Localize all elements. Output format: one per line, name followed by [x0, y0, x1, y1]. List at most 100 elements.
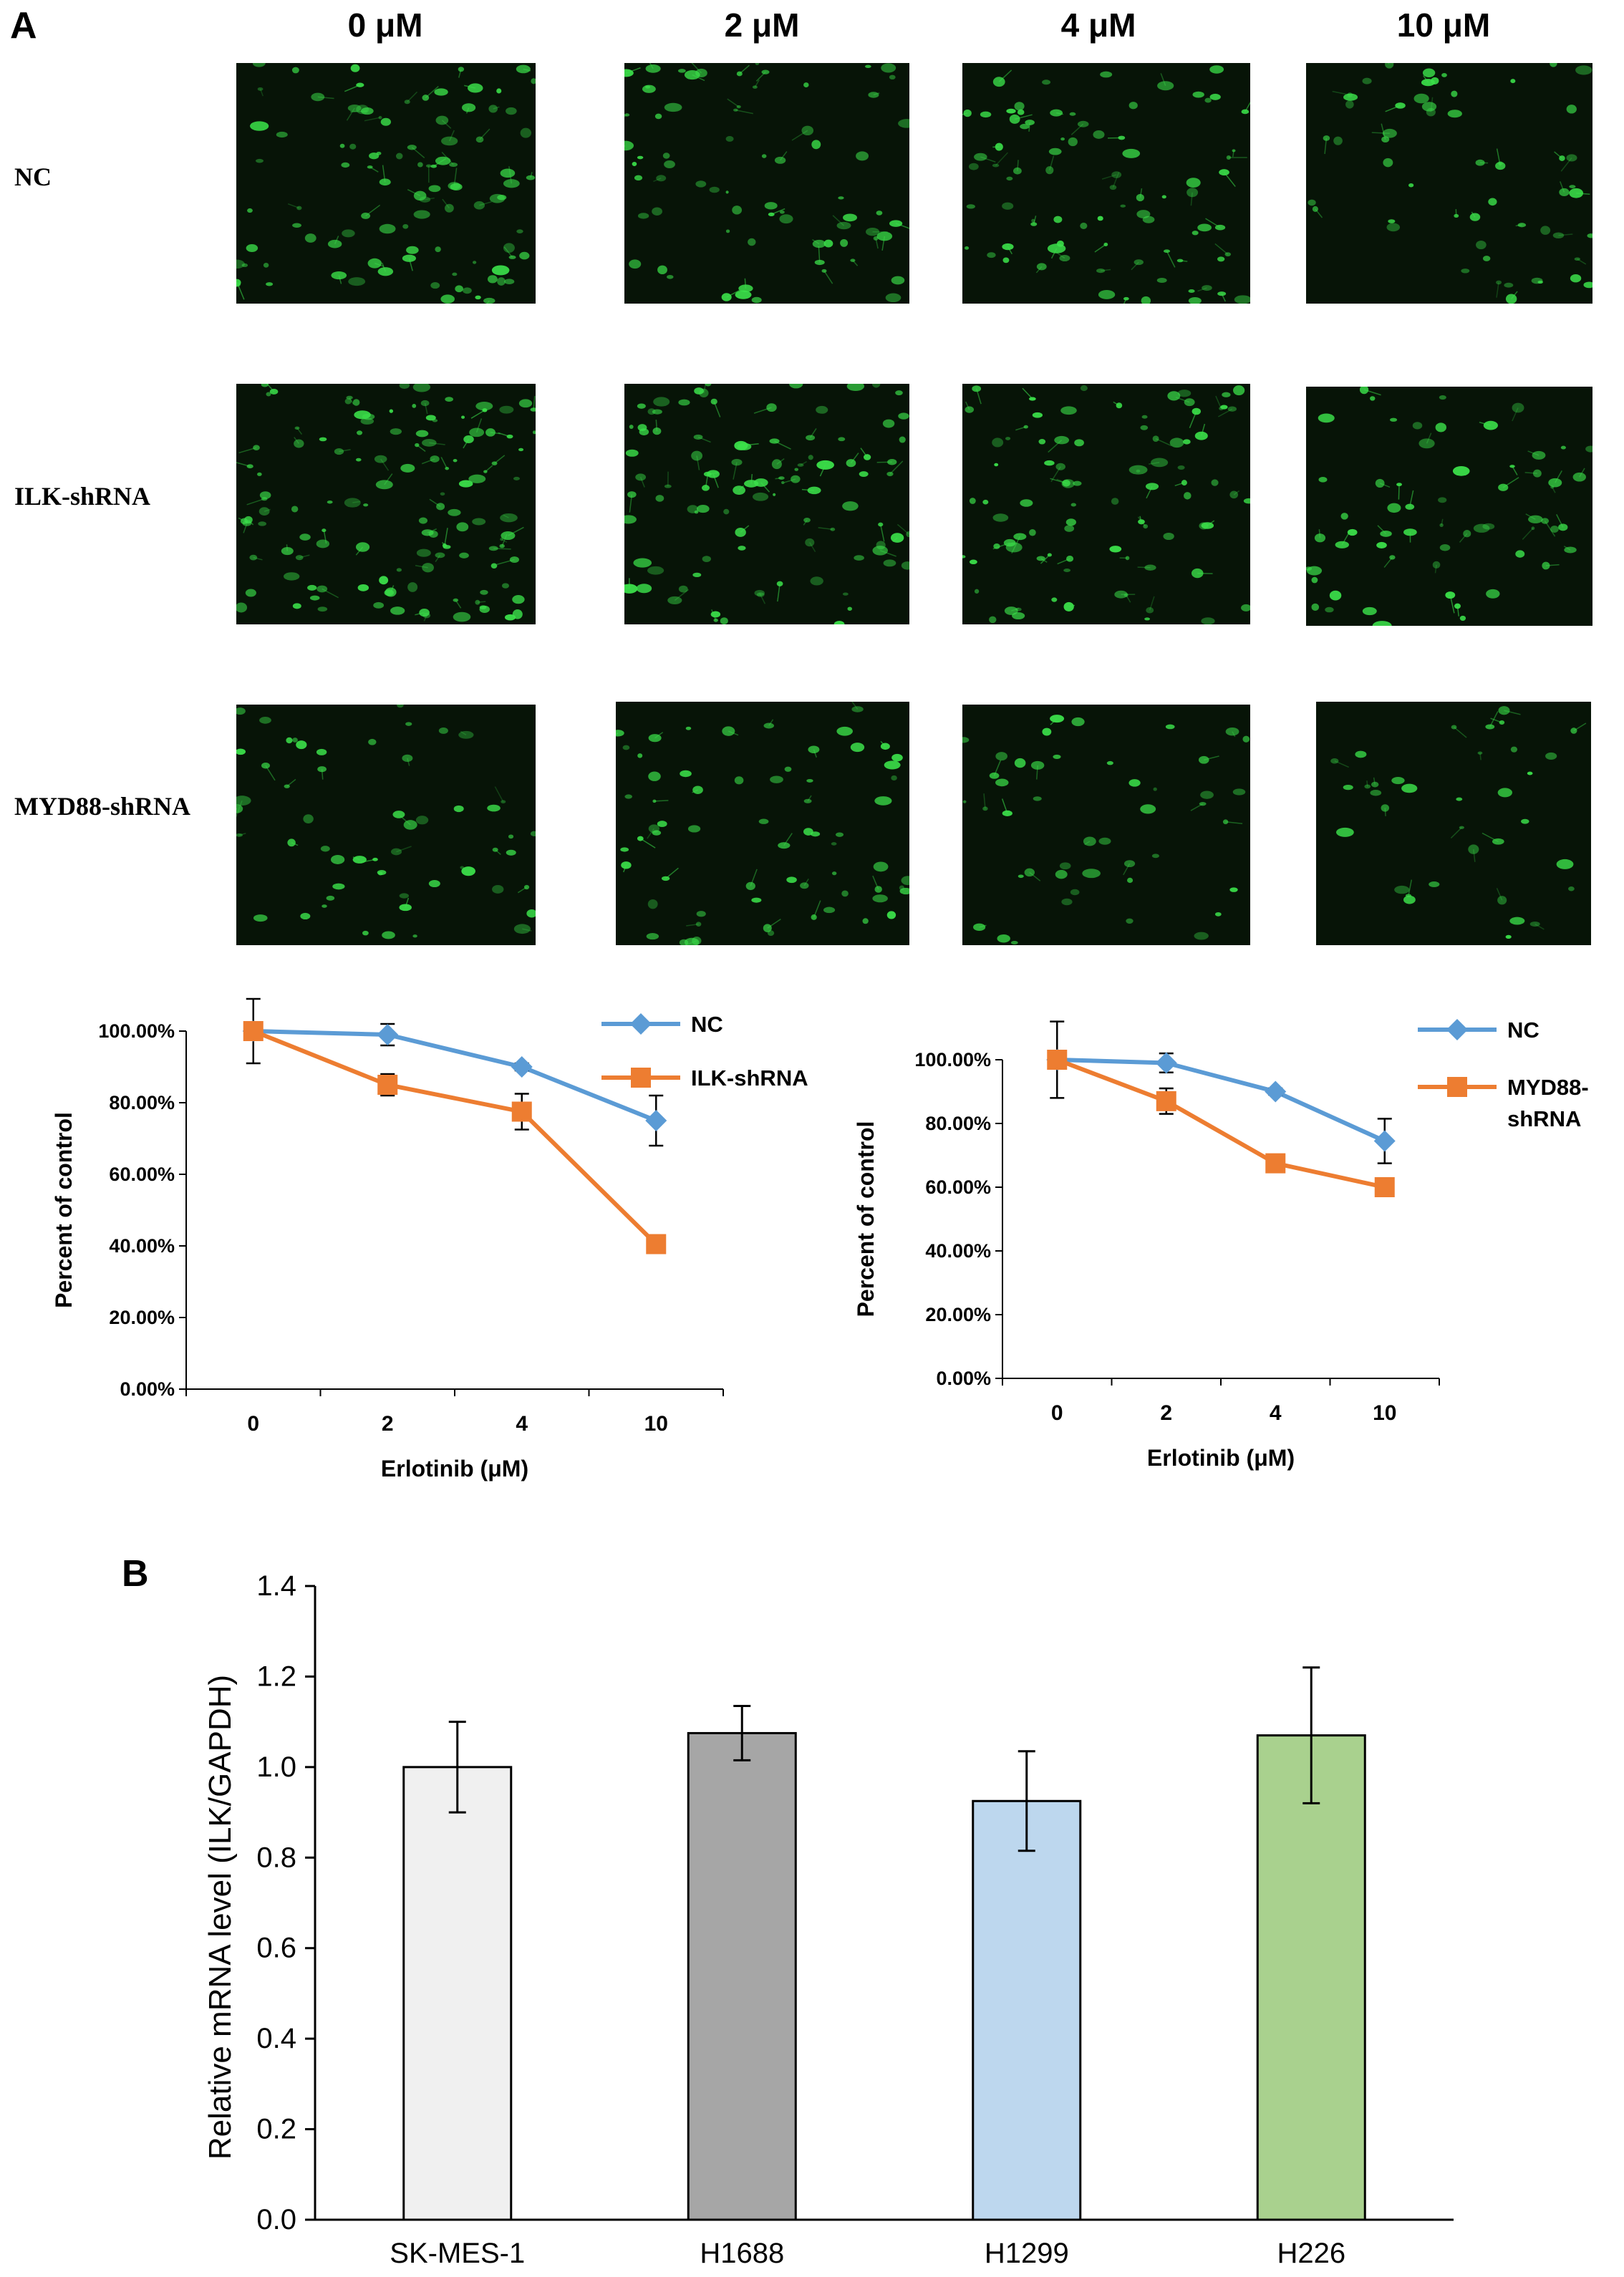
cell-process: [382, 165, 386, 183]
cell: [791, 475, 801, 483]
cell: [982, 806, 988, 811]
legend-label: NC: [1507, 1017, 1540, 1043]
cell: [532, 430, 536, 435]
y-axis-label: Relative mRNA level (ILK/GAPDH): [203, 1675, 238, 2160]
cell: [322, 904, 327, 908]
cell-process: [1057, 558, 1070, 565]
cell: [516, 64, 531, 74]
cell: [342, 229, 355, 238]
cell: [1065, 518, 1076, 526]
cell: [1463, 530, 1471, 538]
cell-process: [380, 458, 390, 471]
cell: [459, 552, 469, 559]
cell: [624, 515, 637, 524]
cell-process: [236, 282, 245, 300]
micrograph-ilk-10um: [1306, 387, 1592, 626]
cell: [296, 206, 302, 211]
cell-process: [1408, 879, 1413, 896]
cell: [1333, 136, 1343, 145]
cell-process: [692, 789, 698, 793]
cell: [1559, 188, 1570, 196]
cell-process: [655, 420, 658, 432]
cell-process: [1318, 529, 1321, 538]
cell: [1201, 522, 1214, 529]
cell: [864, 64, 871, 69]
cell-process: [998, 69, 1012, 82]
bar-h1299: [972, 1799, 1082, 2221]
cell-process: [1454, 726, 1467, 738]
cell-process: [1552, 486, 1556, 493]
cell-process: [711, 609, 717, 621]
cell: [987, 252, 996, 258]
cell-process: [360, 859, 376, 863]
cell: [1051, 597, 1058, 602]
cell: [430, 282, 440, 289]
cell: [339, 143, 345, 148]
cell: [440, 136, 458, 146]
cell: [497, 277, 506, 286]
cell: [1060, 137, 1065, 141]
cell: [436, 503, 445, 511]
cell: [317, 766, 327, 773]
cell: [453, 805, 464, 813]
cell: [637, 213, 649, 219]
x-tick-label: H1688: [700, 2238, 784, 2269]
cell: [1362, 77, 1372, 84]
legend-label: shRNA: [1507, 1106, 1581, 1131]
cell: [363, 503, 369, 507]
cell: [1161, 195, 1166, 199]
cell: [523, 884, 530, 890]
cell: [1492, 838, 1504, 845]
col-header-4um: 4 μM: [1060, 6, 1136, 44]
cell: [873, 861, 889, 872]
cell-process: [334, 236, 339, 244]
cell-process: [1011, 536, 1021, 553]
cell-process: [768, 719, 774, 726]
cell: [1229, 490, 1239, 499]
cell: [1126, 918, 1134, 924]
cell-process: [429, 498, 441, 507]
cell: [1497, 896, 1507, 905]
x-tick-label: 10: [644, 1412, 668, 1436]
cell: [526, 175, 536, 180]
cell: [462, 103, 476, 112]
cell: [286, 737, 293, 744]
cell: [735, 290, 752, 299]
cell: [654, 113, 662, 120]
cell-process: [1113, 401, 1120, 406]
data-point-nc: [511, 1056, 533, 1078]
cell: [1136, 193, 1144, 202]
cell: [1451, 90, 1458, 97]
x-tick-label: 2: [1160, 1401, 1172, 1425]
cell-process: [259, 89, 264, 97]
cell: [696, 911, 706, 917]
cell-process: [1094, 243, 1106, 253]
cell: [1198, 755, 1209, 764]
cell: [872, 546, 888, 556]
cell: [801, 125, 814, 136]
cell-process: [980, 156, 996, 163]
cell: [751, 897, 762, 903]
cell: [1111, 498, 1119, 505]
cell: [360, 107, 374, 115]
cell: [1509, 465, 1515, 468]
cell: [468, 474, 486, 483]
cell-process: [1204, 755, 1219, 760]
cell: [1485, 724, 1495, 730]
cell: [1383, 158, 1393, 168]
cell: [694, 510, 699, 514]
cell: [1028, 397, 1036, 401]
cell: [501, 583, 510, 589]
cell-process: [1221, 293, 1226, 302]
cell: [1013, 533, 1027, 541]
cell: [1123, 296, 1129, 301]
cell-process: [1007, 246, 1012, 255]
cell: [416, 548, 431, 557]
cell: [1186, 188, 1199, 198]
cell: [316, 748, 327, 755]
cell: [1371, 781, 1379, 788]
cell: [899, 887, 909, 895]
cell: [901, 561, 909, 570]
cell-process: [424, 402, 428, 415]
cell: [326, 895, 335, 901]
